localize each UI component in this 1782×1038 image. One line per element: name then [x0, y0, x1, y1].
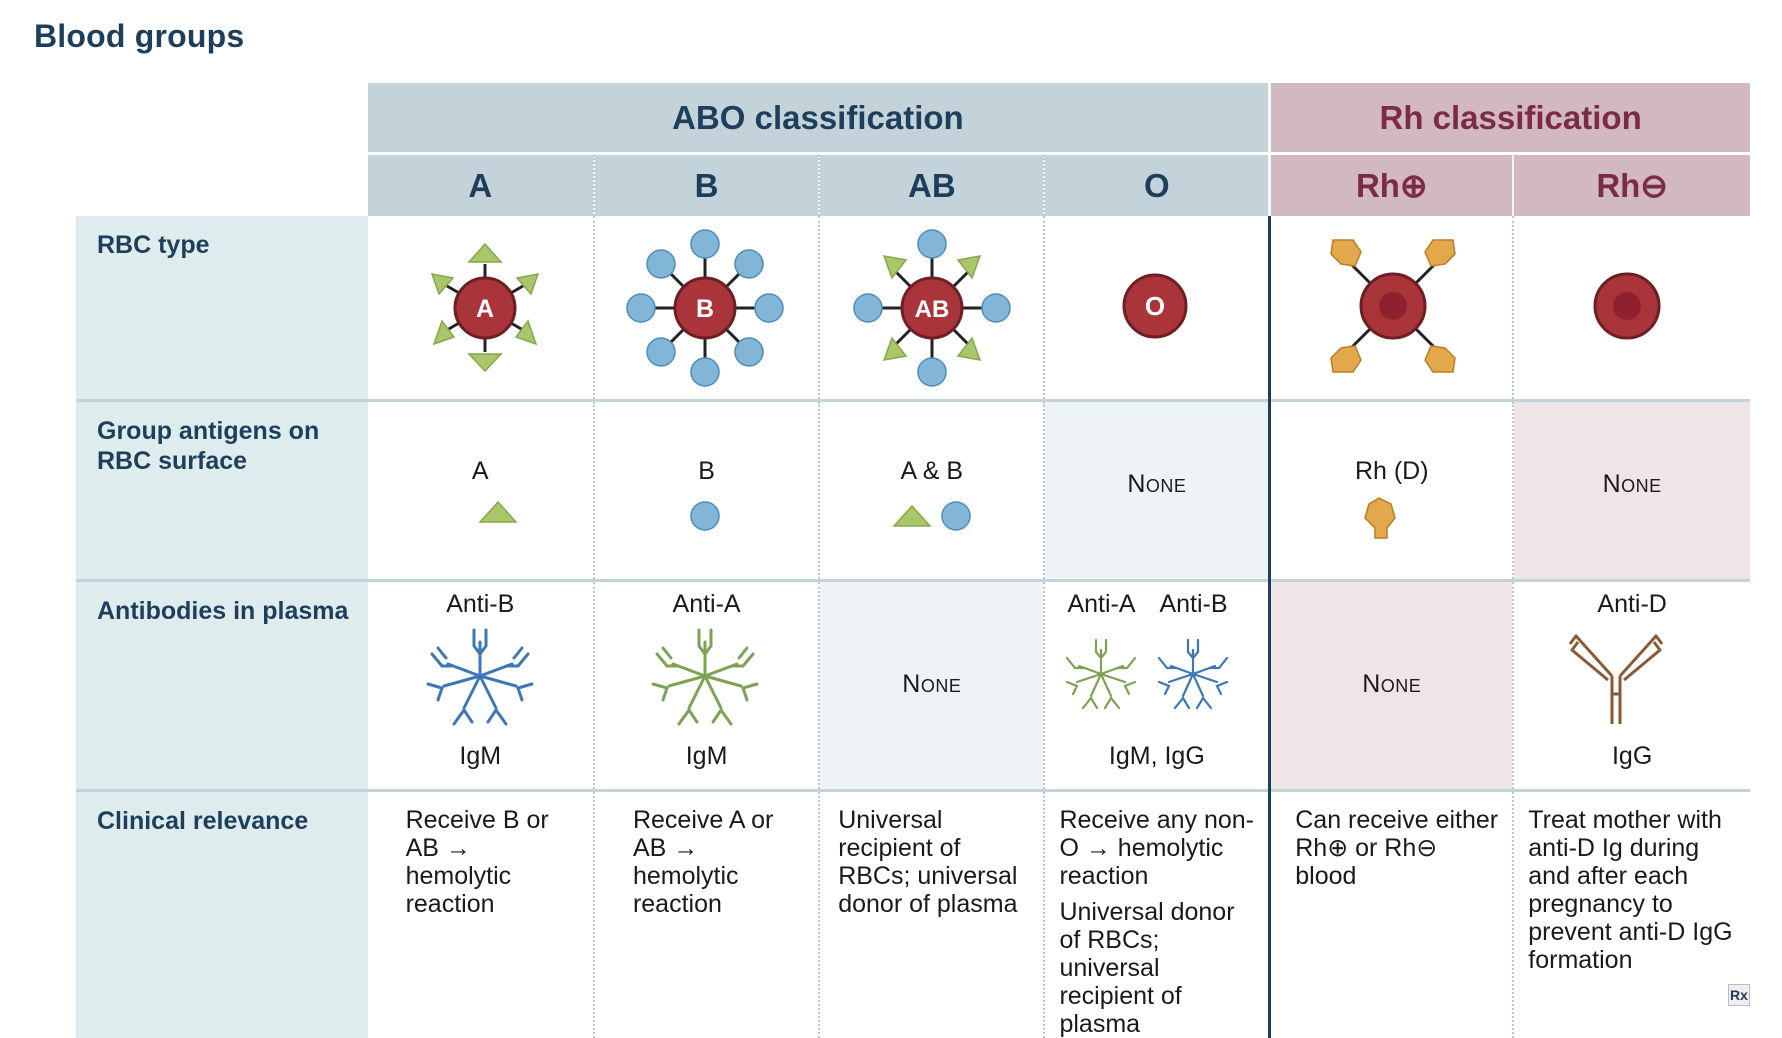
rbc-ab-icon: AB — [820, 216, 1017, 399]
rbc-o-icon: O — [1045, 216, 1242, 399]
row-label-antibodies: Antibodies in plasma — [76, 581, 368, 791]
antibody-b-cell: Anti-A IgM — [594, 581, 819, 791]
antigen-ab-icon — [820, 498, 1017, 534]
row-label-antigens: Group antigens on RBC surface — [76, 401, 368, 581]
rbc-a-icon: A — [368, 216, 566, 399]
antigen-b-cell: B — [594, 401, 819, 581]
clinical-rh-neg-text: Treat mother with anti-D Ig during and a… — [1528, 806, 1740, 974]
rbc-a-label: A — [476, 295, 494, 323]
antigen-a-icon — [381, 498, 579, 528]
clinical-o-text-2: Universal donor of RBCs; universal recip… — [1059, 898, 1258, 1038]
col-header-b: B — [594, 154, 819, 217]
antibody-o-cell: Anti-A Anti-B — [1044, 581, 1269, 791]
page-title: Blood groups — [34, 18, 244, 55]
antibody-a-cell: Anti-B IgM — [368, 581, 594, 791]
igm-anti-a-icon — [595, 624, 792, 734]
antigen-o-cell: None — [1044, 401, 1269, 581]
antibody-rh-pos-none: None — [1271, 670, 1512, 699]
antibody-ab-none: None — [820, 670, 1043, 699]
clinical-o-cell: Receive any non-O → hemolytic reaction U… — [1044, 791, 1269, 1038]
igm-anti-b-icon — [368, 624, 566, 734]
col-header-o: O — [1044, 154, 1269, 217]
antigen-ab-label: A & B — [820, 457, 1043, 486]
clinical-b-text: Receive A or AB → hemolytic reaction — [633, 806, 808, 918]
rbc-type-a-cell: A — [368, 216, 594, 401]
clinical-rh-pos-cell: Can receive either Rh⊕ or Rh⊖ blood — [1270, 791, 1514, 1038]
rbc-b-icon: B — [595, 216, 792, 399]
clinical-a-text: Receive B or AB → hemolytic reaction — [406, 806, 583, 918]
clinical-rh-pos-text: Can receive either Rh⊕ or Rh⊖ blood — [1295, 806, 1502, 890]
antigen-rh-neg-cell: None — [1513, 401, 1750, 581]
rbc-type-rh-pos-cell — [1270, 216, 1514, 401]
antigen-rh-pos-cell: Rh (D) — [1270, 401, 1514, 581]
clinical-o-text-1: Receive any non-O → hemolytic reaction — [1059, 806, 1258, 890]
clinical-ab-text: Universal recipient of RBCs; universal d… — [838, 806, 1033, 918]
row-label-clinical: Clinical relevance — [76, 791, 368, 1038]
clinical-ab-cell: Universal recipient of RBCs; universal d… — [819, 791, 1044, 1038]
antibody-b-class: IgM — [595, 742, 818, 771]
clinical-a-cell: Receive B or AB → hemolytic reaction — [368, 791, 594, 1038]
antigen-rh-d-label: Rh (D) — [1271, 457, 1512, 486]
rbc-type-b-cell: B — [594, 216, 819, 401]
antibody-o-name-anti-a: Anti-A — [1067, 590, 1135, 619]
rbc-type-ab-cell: AB — [819, 216, 1044, 401]
rbc-rh-neg-icon — [1514, 216, 1721, 399]
antigen-o-none: None — [1045, 470, 1268, 499]
col-header-ab: AB — [819, 154, 1044, 217]
rx-logo-icon: Rx — [1728, 984, 1750, 1006]
rbc-o-label: O — [1145, 291, 1165, 321]
antibody-b-name: Anti-A — [595, 590, 818, 619]
antigen-b-label: B — [595, 457, 818, 486]
rbc-type-o-cell: O — [1044, 216, 1269, 401]
antibody-a-class: IgM — [368, 742, 593, 771]
col-header-rh-neg: Rh⊖ — [1513, 154, 1750, 217]
antibody-o-class: IgM, IgG — [1045, 742, 1268, 771]
rbc-ab-label: AB — [915, 296, 950, 323]
abo-classification-header: ABO classification — [368, 83, 1270, 154]
igm-igg-anti-a-anti-b-icon — [1045, 634, 1242, 724]
row-label-rbc-type: RBC type — [76, 216, 368, 401]
antigen-a-cell: A — [368, 401, 594, 581]
col-header-rh-pos: Rh⊕ — [1270, 154, 1514, 217]
col-header-a: A — [368, 154, 594, 217]
antigen-a-label: A — [368, 457, 593, 486]
antibody-a-name: Anti-B — [368, 590, 593, 619]
rbc-type-rh-neg-cell — [1513, 216, 1750, 401]
blood-groups-table: ABO classification Rh classification A B… — [76, 83, 1750, 1038]
clinical-rh-neg-cell: Treat mother with anti-D Ig during and a… — [1513, 791, 1750, 1038]
rbc-b-label: B — [696, 295, 714, 323]
clinical-b-cell: Receive A or AB → hemolytic reaction — [594, 791, 819, 1038]
antibody-rh-neg-name: Anti-D — [1514, 590, 1750, 619]
antibody-o-name-anti-b: Anti-B — [1159, 590, 1227, 619]
antibody-rh-pos-cell: None — [1270, 581, 1514, 791]
antibody-ab-cell: None — [819, 581, 1044, 791]
rh-d-antigen-icon — [1271, 494, 1484, 542]
antigen-b-icon — [595, 498, 792, 534]
antibody-rh-neg-cell: Anti-D IgG — [1513, 581, 1750, 791]
igg-anti-d-icon — [1514, 624, 1721, 734]
antigen-rh-neg-none: None — [1514, 470, 1750, 499]
rh-classification-header: Rh classification — [1270, 83, 1750, 154]
antibody-rh-neg-class: IgG — [1514, 742, 1750, 771]
antigen-ab-cell: A & B — [819, 401, 1044, 581]
rbc-rh-pos-icon — [1271, 216, 1484, 399]
